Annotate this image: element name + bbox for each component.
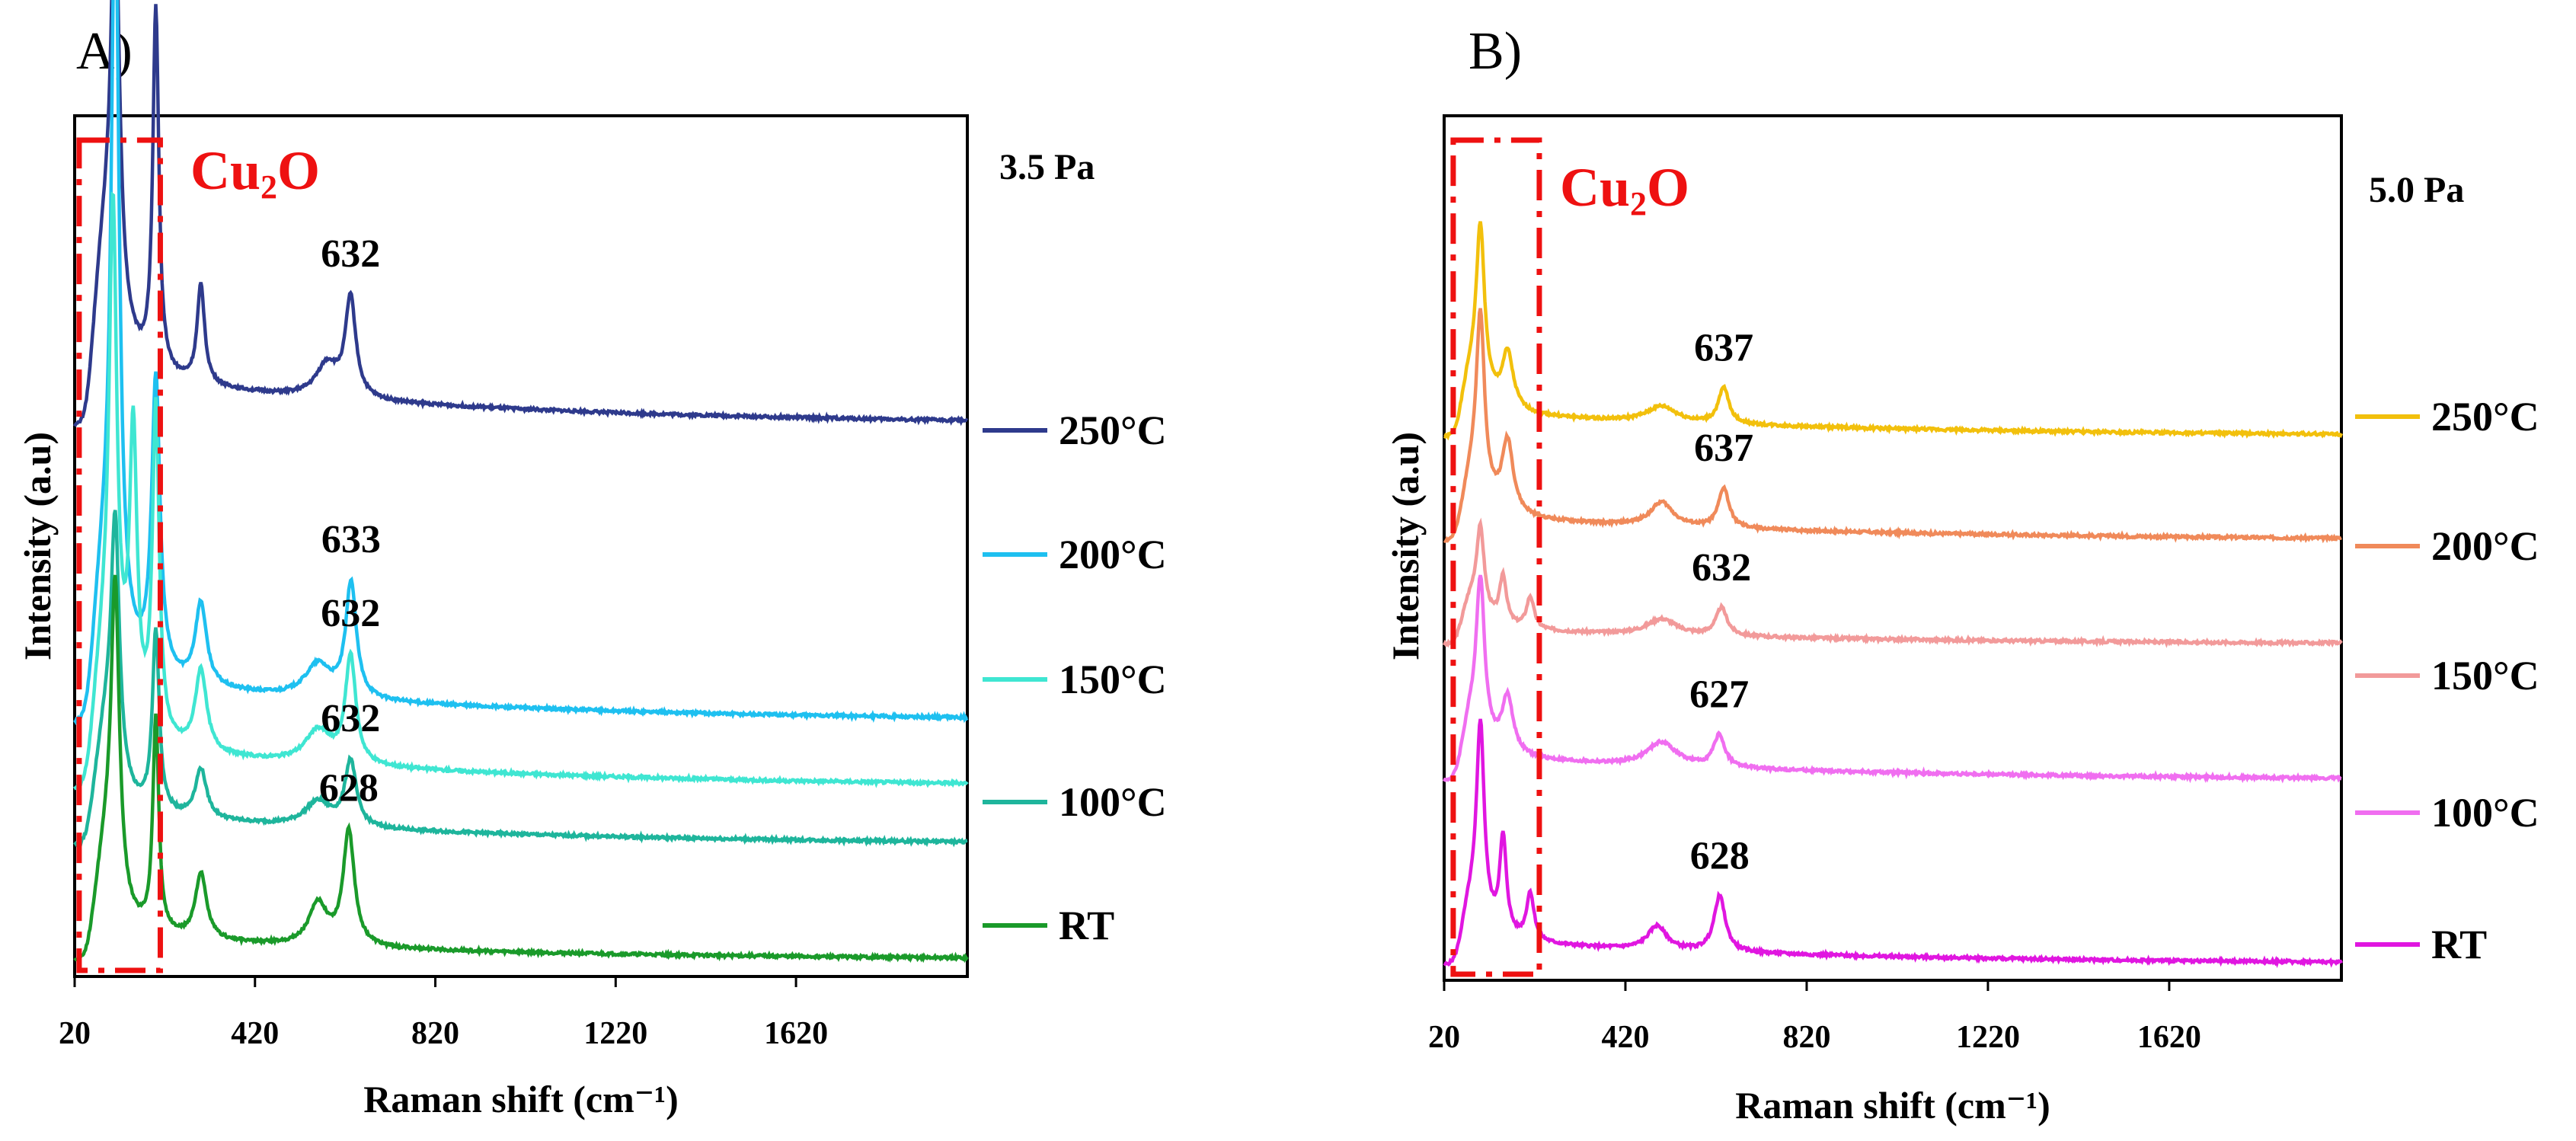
cu2o-region-box bbox=[76, 137, 163, 973]
plot-frame bbox=[73, 114, 969, 978]
peak-label: 628 bbox=[1690, 835, 1750, 878]
x-axis-label: Raman shift (cm⁻¹) bbox=[363, 1078, 679, 1120]
peak-label: 632 bbox=[321, 232, 380, 276]
y-axis-label: Intensity (a.u) bbox=[16, 432, 59, 660]
x-axis-ticks: 20 420 820 1220 1620 bbox=[59, 976, 828, 1051]
x-tick-label: 1220 bbox=[583, 1016, 647, 1051]
x-tick-label: 1620 bbox=[764, 1016, 828, 1051]
series-line-rt bbox=[1443, 718, 2343, 968]
x-tick-label: 820 bbox=[411, 1016, 459, 1051]
series-line-100c bbox=[1442, 574, 2342, 784]
x-axis-ticks: 20 420 820 1220 1620 bbox=[1428, 980, 2201, 1055]
cu2o-region-box bbox=[1450, 137, 1542, 977]
legend-label: RT bbox=[2431, 922, 2487, 967]
peak-label: 633 bbox=[321, 518, 381, 561]
x-tick-label: 1620 bbox=[2137, 1020, 2201, 1055]
peak-label: 637 bbox=[1694, 326, 1753, 369]
series-line-200c bbox=[1443, 308, 2342, 544]
panel-a: A) Cu2O 3.5 Pa 20 420 820 1220 1620 Raman sh… bbox=[16, 0, 1167, 1120]
pressure-label: 5.0 Pa bbox=[2369, 170, 2464, 210]
legend-label: 200°C bbox=[2431, 523, 2539, 569]
plot-frame bbox=[1443, 114, 2343, 982]
legend-label: 250°C bbox=[1059, 408, 1167, 453]
series-line-200c bbox=[73, 0, 969, 726]
series-line-rt bbox=[73, 574, 969, 964]
y-axis-label: Intensity (a.u) bbox=[1384, 432, 1427, 660]
panel-label: B) bbox=[1469, 22, 1522, 81]
series-line-150c bbox=[73, 191, 969, 791]
peak-label: 627 bbox=[1689, 673, 1749, 717]
peak-label: 637 bbox=[1694, 427, 1753, 470]
panel-b: B) Cu2O 5.0 Pa 20 420 820 1220 1620 Raman sh… bbox=[1384, 22, 2539, 1127]
x-tick-label: 420 bbox=[231, 1016, 279, 1051]
pressure-label: 3.5 Pa bbox=[999, 147, 1095, 187]
series-line-250c bbox=[1443, 221, 2344, 441]
legend-label: 250°C bbox=[2431, 394, 2539, 439]
cu2o-label: Cu2O bbox=[190, 140, 320, 206]
panel-label: A) bbox=[76, 22, 133, 81]
series-line-150c bbox=[1442, 517, 2343, 648]
legend-label: 200°C bbox=[1059, 532, 1167, 577]
peak-label: 632 bbox=[1692, 546, 1751, 590]
series-line-100c bbox=[73, 510, 968, 848]
legend-label: 150°C bbox=[1059, 657, 1167, 702]
x-axis-label: Raman shift (cm⁻¹) bbox=[1735, 1084, 2050, 1127]
peak-labels: 632 633 632 632 628 bbox=[319, 232, 381, 810]
x-tick-label: 1220 bbox=[1956, 1020, 2020, 1055]
legend-label: RT bbox=[1059, 903, 1114, 948]
x-tick-label: 820 bbox=[1782, 1020, 1830, 1055]
peak-label: 628 bbox=[319, 766, 379, 810]
series-line-250c bbox=[73, 0, 969, 427]
legend-label: 150°C bbox=[2431, 653, 2539, 698]
x-tick-label: 420 bbox=[1601, 1020, 1649, 1055]
peak-label: 632 bbox=[321, 697, 380, 740]
peak-label: 632 bbox=[321, 592, 380, 635]
legend-label: 100°C bbox=[1059, 779, 1167, 825]
x-tick-label: 20 bbox=[59, 1016, 91, 1051]
series-curves bbox=[1442, 221, 2344, 968]
legend: 250°C 200°C 150°C 100°C RT bbox=[2355, 394, 2539, 967]
x-tick-label: 20 bbox=[1428, 1020, 1460, 1055]
legend: 250°C 200°C 150°C 100°C RT bbox=[983, 408, 1167, 948]
series-curves bbox=[73, 0, 969, 964]
cu2o-label: Cu2O bbox=[1560, 157, 1689, 222]
peak-labels: 637 637 632 627 628 bbox=[1689, 326, 1753, 877]
legend-label: 100°C bbox=[2431, 790, 2539, 836]
